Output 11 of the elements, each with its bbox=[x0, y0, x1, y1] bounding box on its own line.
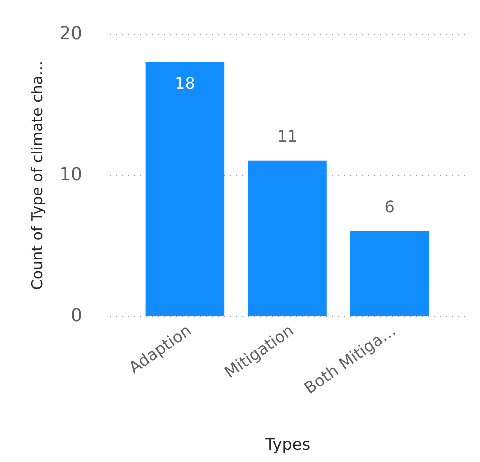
bar bbox=[248, 160, 327, 316]
y-axis-title: Count of Type of climate cha… bbox=[28, 60, 47, 290]
data-label: 11 bbox=[277, 126, 298, 146]
bar bbox=[350, 231, 430, 316]
bar bbox=[146, 62, 225, 316]
data-label: 6 bbox=[384, 197, 395, 216]
data-label: 18 bbox=[175, 74, 196, 94]
x-axis-title: Types bbox=[264, 435, 311, 454]
y-tick-label: 10 bbox=[60, 164, 82, 186]
y-tick-label: 0 bbox=[71, 306, 82, 326]
y-tick-label: 20 bbox=[60, 24, 82, 44]
